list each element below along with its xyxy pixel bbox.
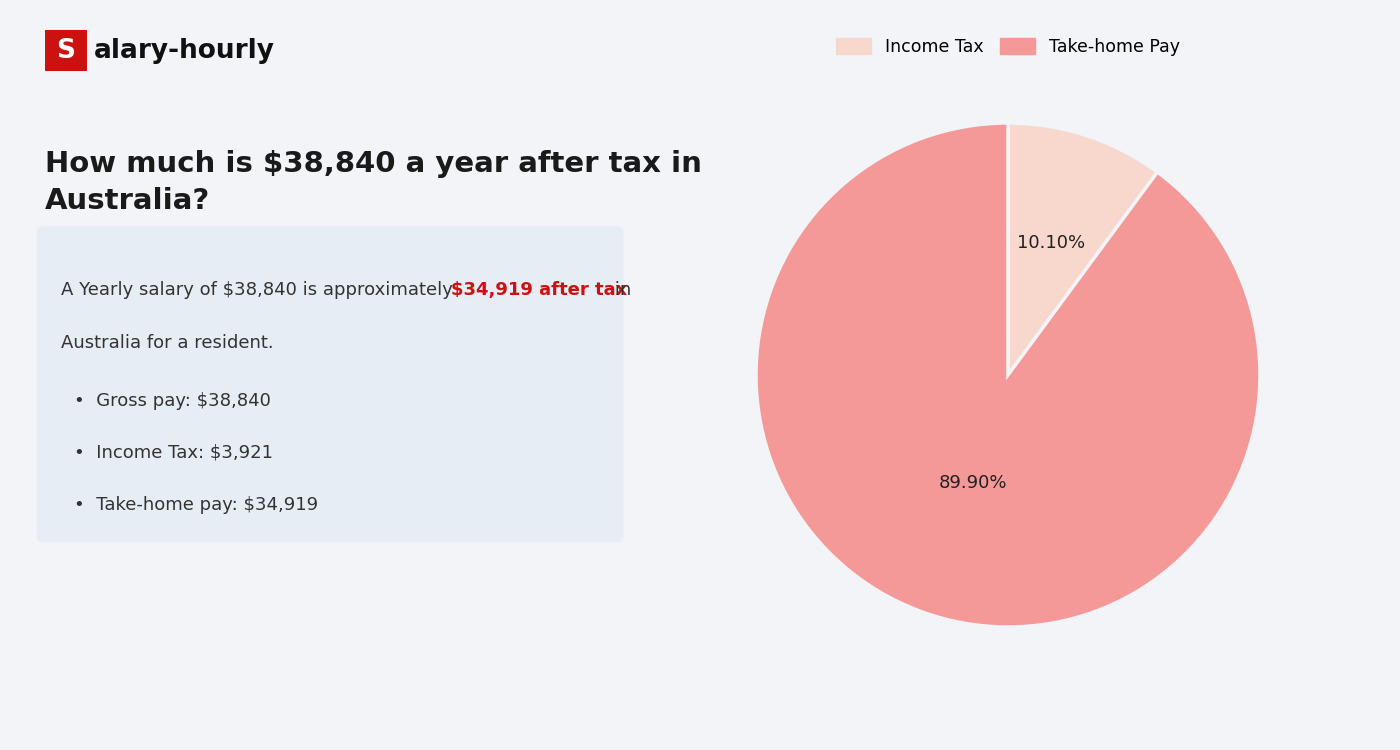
Text: •  Take-home pay: $34,919: • Take-home pay: $34,919 [74,496,318,514]
Wedge shape [1008,123,1158,375]
Text: A Yearly salary of $38,840 is approximately: A Yearly salary of $38,840 is approximat… [62,281,459,299]
FancyBboxPatch shape [36,226,623,542]
Text: $34,919 after tax: $34,919 after tax [451,281,627,299]
Text: 10.10%: 10.10% [1018,234,1085,252]
Text: 89.90%: 89.90% [938,474,1007,492]
Text: S: S [56,38,76,64]
Text: •  Income Tax: $3,921: • Income Tax: $3,921 [74,444,273,462]
Text: Australia for a resident.: Australia for a resident. [62,334,274,352]
Text: •  Gross pay: $38,840: • Gross pay: $38,840 [74,392,272,410]
FancyBboxPatch shape [45,30,87,71]
Text: alary-hourly: alary-hourly [94,38,274,64]
Legend: Income Tax, Take-home Pay: Income Tax, Take-home Pay [829,31,1187,63]
Text: How much is $38,840 a year after tax in
Australia?: How much is $38,840 a year after tax in … [45,150,701,214]
Text: in: in [609,281,631,299]
Wedge shape [756,123,1260,627]
